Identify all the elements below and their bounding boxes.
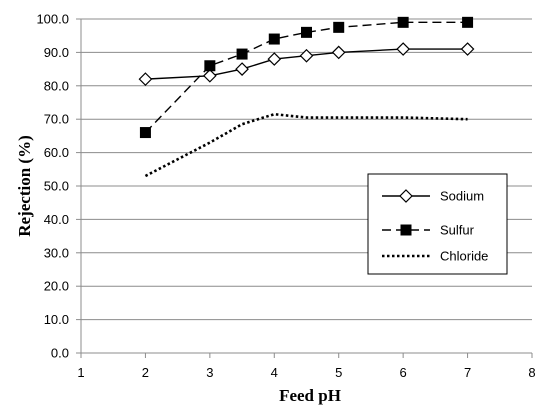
y-axis-title: Rejection (%) [15, 135, 34, 237]
legend-entry-chloride: Chloride [382, 249, 488, 264]
sulfur-point [268, 33, 280, 45]
sodium-point [138, 72, 153, 86]
y-tick-label: 80.0 [44, 78, 69, 93]
x-tick-label: 4 [271, 365, 278, 380]
sulfur-point [333, 21, 345, 33]
y-tick-label: 50.0 [44, 179, 69, 194]
x-tick-label: 6 [400, 365, 407, 380]
y-tick-label: 10.0 [44, 312, 69, 327]
sodium-point [331, 45, 346, 60]
x-tick-label: 5 [335, 365, 342, 380]
x-tick-label: 2 [142, 365, 149, 380]
grid-lines [81, 18, 532, 321]
y-tick-label: 70.0 [44, 112, 69, 127]
legend-label-sulfur: Sulfur [440, 223, 475, 238]
sodium-point [235, 62, 249, 76]
x-tick-label: 8 [528, 365, 535, 380]
sulfur-point [236, 48, 248, 60]
tick-labels: 0.0 10.0 20.0 30.0 40.0 50.0 60.0 70.0 80.0 90.0 1… [36, 12, 535, 381]
x-tick-label: 1 [77, 365, 84, 380]
x-tick-label: 3 [206, 365, 213, 380]
sulfur-point [204, 60, 216, 72]
y-tick-label: 90.0 [44, 45, 69, 60]
x-axis-title: Feed pH [279, 386, 341, 405]
sulfur-point [462, 16, 474, 28]
sulfur-series [139, 16, 474, 139]
sodium-point [399, 189, 413, 203]
sodium-series [138, 42, 475, 86]
chloride-series [144, 112, 468, 178]
y-tick-label: 60.0 [44, 145, 69, 160]
y-tick-label: 30.0 [44, 245, 69, 260]
legend: Sodium Sulfur Chloride [367, 173, 508, 275]
sodium-point [396, 42, 410, 56]
sulfur-point [400, 224, 412, 236]
y-tick-label: 0.0 [51, 346, 69, 361]
sulfur-point [301, 26, 312, 38]
x-tick-label: 7 [464, 365, 471, 380]
y-tick-label: 100.0 [36, 12, 69, 27]
sulfur-point [397, 16, 409, 28]
sodium-point [460, 42, 475, 56]
sodium-point [267, 52, 282, 66]
sodium-point [203, 68, 217, 83]
legend-entry-sodium: Sodium [382, 189, 484, 204]
sulfur-line [144, 21, 468, 134]
chloride-line [144, 112, 468, 178]
axes [76, 18, 533, 358]
legend-entry-sulfur: Sulfur [382, 223, 475, 238]
data-series [138, 16, 475, 178]
sodium-point [299, 48, 314, 63]
y-tick-label: 20.0 [44, 279, 69, 294]
y-tick-label: 40.0 [44, 212, 69, 227]
legend-label-chloride: Chloride [440, 249, 488, 264]
sulfur-point [139, 127, 151, 139]
legend-label-sodium: Sodium [440, 189, 484, 204]
legend-box [367, 173, 508, 275]
